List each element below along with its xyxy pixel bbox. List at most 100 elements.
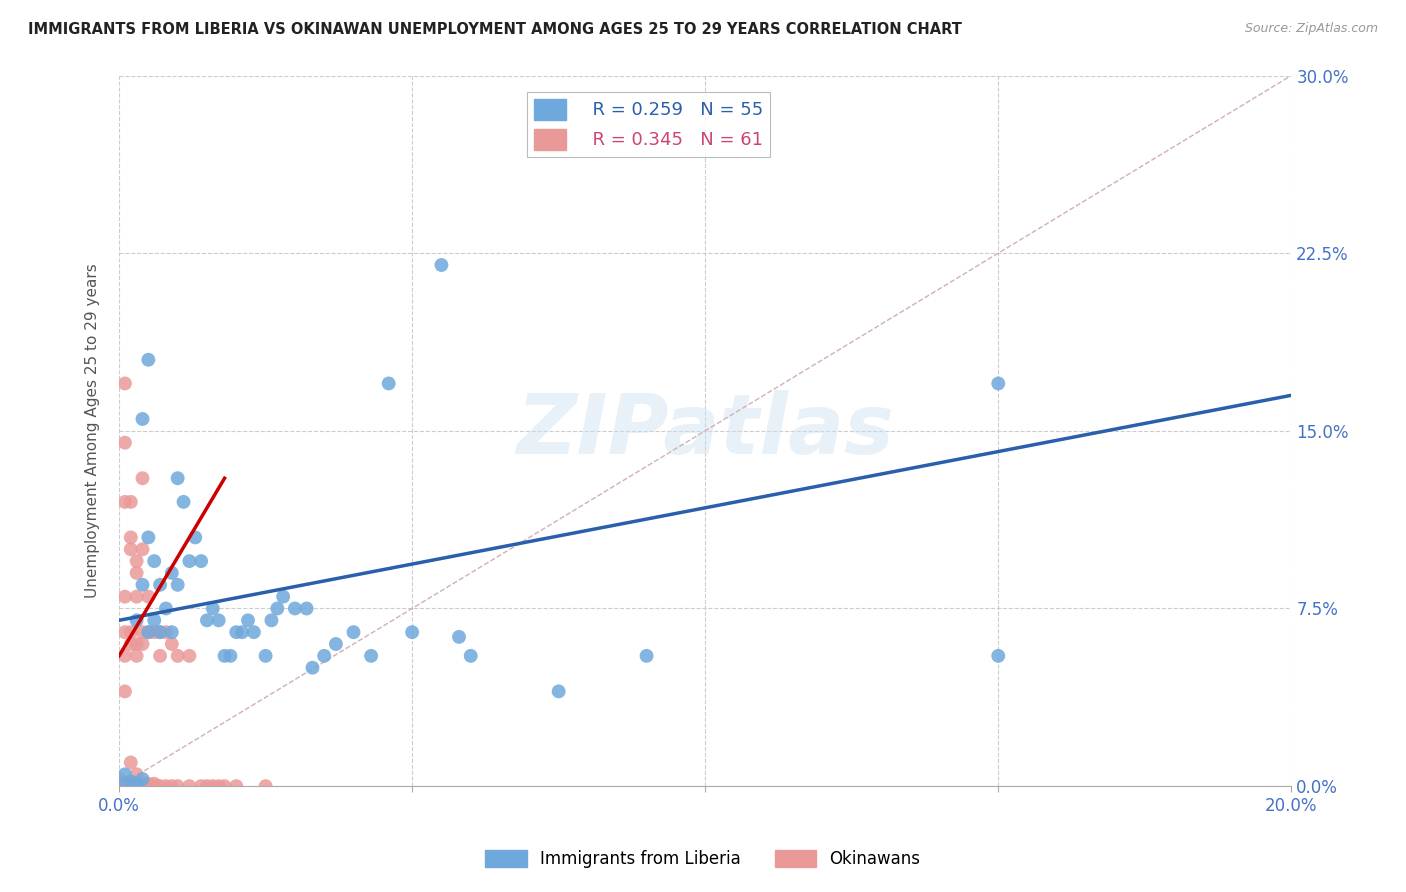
Point [149,779,172,793]
Point [360,648,382,663]
Point [125,777,148,791]
Point [125,590,148,604]
Point [166,578,188,592]
Point [131,779,153,793]
Point [301,661,323,675]
Point [460,648,482,663]
Point [166,471,188,485]
Point [195,613,218,627]
Point [125,648,148,663]
Point [120,542,142,557]
Point [149,578,172,592]
Point [208,779,231,793]
Point [114,495,136,509]
Point [125,566,148,580]
Point [160,625,183,640]
Point [160,566,183,580]
Point [131,777,153,791]
Point [125,554,148,568]
Point [138,777,160,791]
Point [243,625,266,640]
Point [401,625,423,640]
Text: Source: ZipAtlas.com: Source: ZipAtlas.com [1244,22,1378,36]
Point [125,613,148,627]
Point [131,578,153,592]
Point [987,376,1010,391]
Point [131,542,153,557]
Point [173,495,195,509]
Point [143,777,166,791]
Point [214,648,236,663]
Point [108,774,131,789]
Point [201,601,224,615]
Point [120,530,142,544]
Y-axis label: Unemployment Among Ages 25 to 29 years: Unemployment Among Ages 25 to 29 years [86,263,100,599]
Point [114,435,136,450]
Point [155,779,177,793]
Point [987,648,1010,663]
Point [201,779,224,793]
Point [342,625,364,640]
Point [179,554,201,568]
Legend: Immigrants from Liberia, Okinawans: Immigrants from Liberia, Okinawans [479,843,927,875]
Point [125,779,148,793]
Point [160,637,183,651]
Point [179,779,201,793]
Point [254,648,277,663]
Text: IMMIGRANTS FROM LIBERIA VS OKINAWAN UNEMPLOYMENT AMONG AGES 25 TO 29 YEARS CORRE: IMMIGRANTS FROM LIBERIA VS OKINAWAN UNEM… [28,22,962,37]
Point [108,772,131,786]
Point [108,779,131,793]
Point [254,779,277,793]
Point [114,767,136,781]
Point [314,648,336,663]
Point [131,625,153,640]
Point [155,601,177,615]
Legend:   R = 0.259   N = 55,   R = 0.345   N = 61: R = 0.259 N = 55, R = 0.345 N = 61 [527,92,770,157]
Text: ZIPatlas: ZIPatlas [516,391,894,471]
Point [108,779,131,793]
Point [120,777,142,791]
Point [266,601,288,615]
Point [547,684,569,698]
Point [125,637,148,651]
Point [190,779,212,793]
Point [120,779,142,793]
Point [114,684,136,698]
Point [138,779,160,793]
Point [131,471,153,485]
Point [120,637,142,651]
Point [166,779,188,793]
Point [225,779,247,793]
Point [325,637,347,651]
Point [114,777,136,791]
Point [295,601,318,615]
Point [149,625,172,640]
Point [225,625,247,640]
Point [131,772,153,786]
Point [138,352,160,367]
Point [155,625,177,640]
Point [236,613,259,627]
Point [208,613,231,627]
Point [231,625,253,640]
Point [125,777,148,791]
Point [125,767,148,781]
Point [430,258,453,272]
Point [284,601,307,615]
Point [219,648,242,663]
Point [114,590,136,604]
Point [149,625,172,640]
Point [179,648,201,663]
Point [195,779,218,793]
Point [271,590,294,604]
Point [120,756,142,770]
Point [143,554,166,568]
Point [143,613,166,627]
Point [120,625,142,640]
Point [120,779,142,793]
Point [143,625,166,640]
Point [447,630,470,644]
Point [138,625,160,640]
Point [138,590,160,604]
Point [114,777,136,791]
